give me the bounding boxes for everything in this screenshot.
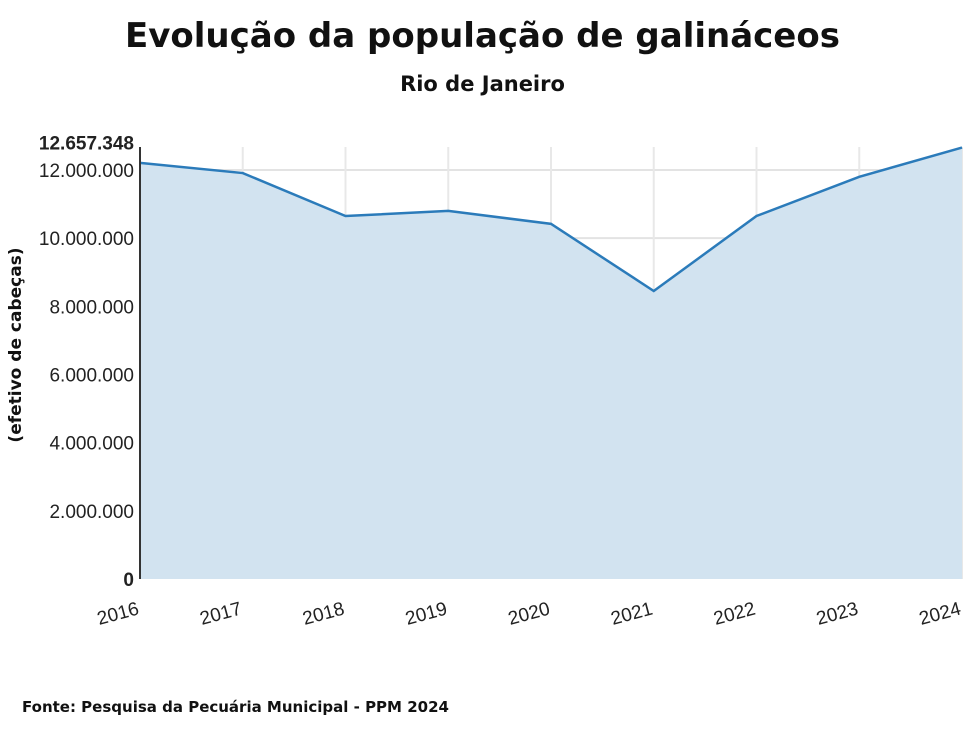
y-tick-label: 2.000.000: [49, 502, 134, 523]
x-tick-label: 2023: [814, 599, 860, 630]
chart-subtitle: Rio de Janeiro: [400, 72, 565, 96]
x-tick-label: 2024: [917, 598, 964, 629]
y-tick-label: 6.000.000: [49, 366, 134, 387]
x-tick-label: 2019: [403, 599, 449, 630]
y-axis-title: (efetivo de cabeças): [6, 247, 26, 442]
y-tick-label: 12.657.348: [39, 134, 134, 155]
source-note: Fonte: Pesquisa da Pecuária Municipal - …: [22, 698, 449, 716]
area-fill: [140, 147, 962, 579]
y-tick-label: 8.000.000: [49, 297, 134, 318]
x-tick-label: 2017: [198, 599, 244, 630]
x-tick-label: 2020: [506, 599, 552, 630]
y-tick-label: 12.000.000: [39, 161, 134, 182]
x-tick-label: 2016: [95, 599, 141, 630]
y-tick-label: 4.000.000: [49, 434, 134, 455]
x-tick-label: 2018: [301, 599, 347, 630]
x-tick-label: 2022: [712, 599, 758, 630]
x-tick-label: 2021: [609, 599, 655, 630]
y-tick-label: 10.000.000: [39, 229, 134, 250]
chart-title: Evolução da população de galináceos: [125, 16, 840, 56]
y-tick-label: 0: [123, 570, 134, 591]
